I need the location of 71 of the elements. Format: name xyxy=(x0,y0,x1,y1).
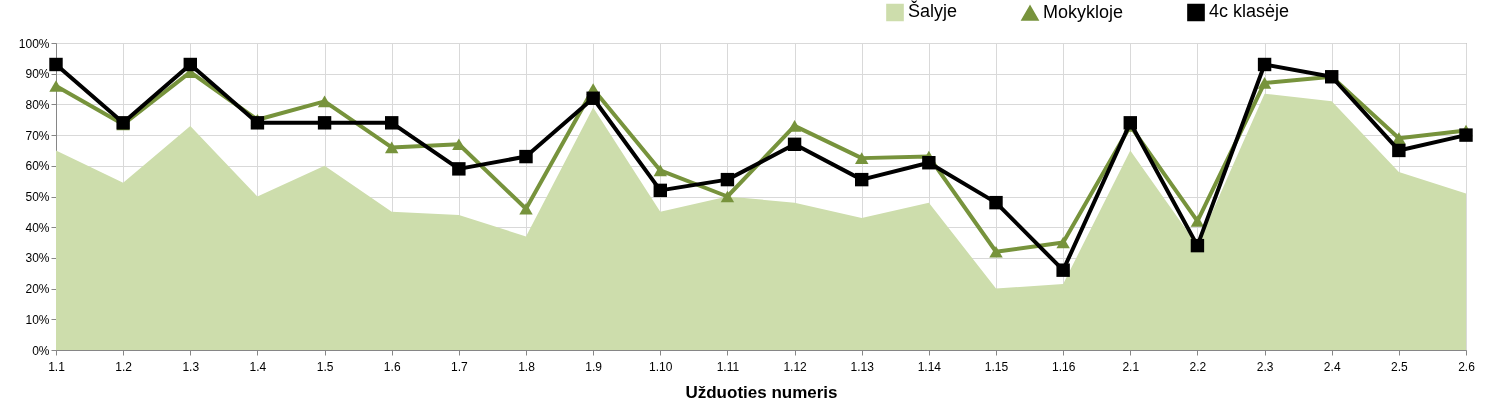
x-tick-label: 1.1 xyxy=(48,359,66,374)
point xyxy=(519,202,533,215)
point xyxy=(1459,128,1473,142)
x-tick-label: 1.5 xyxy=(316,359,334,374)
y-tick-label: 0% xyxy=(32,343,50,358)
x-tick-label: 1.7 xyxy=(451,359,469,374)
point xyxy=(720,190,735,203)
x-tick-label: 2.4 xyxy=(1323,359,1341,374)
point xyxy=(1392,143,1406,158)
point xyxy=(1190,215,1205,227)
x-tick-label: 2.6 xyxy=(1458,359,1476,374)
legend-label: 4c klasėje xyxy=(1209,1,1290,22)
x-tick-label: 2.5 xyxy=(1391,359,1409,374)
point xyxy=(720,172,735,187)
point xyxy=(1257,57,1272,72)
point xyxy=(855,152,869,164)
x-tick-label: 1.10 xyxy=(649,359,673,374)
y-tick-label: 10% xyxy=(25,312,50,327)
point xyxy=(1056,263,1070,277)
point xyxy=(653,164,667,177)
x-tick-label: 1.8 xyxy=(518,359,536,374)
point xyxy=(317,95,332,108)
point xyxy=(385,116,399,130)
point xyxy=(1056,236,1070,249)
point xyxy=(1392,132,1406,144)
point xyxy=(385,141,399,154)
x-tick-label: 1.13 xyxy=(850,359,875,374)
x-tick-label: 1.6 xyxy=(383,359,401,374)
y-tick-label: 100% xyxy=(18,36,50,51)
x-tick-label: 1.16 xyxy=(1051,359,1076,374)
point xyxy=(1123,116,1137,130)
point xyxy=(49,80,63,92)
x-tick-label: 2.3 xyxy=(1256,359,1274,374)
x-tick-label: 1.12 xyxy=(783,359,808,374)
point xyxy=(922,156,936,170)
point xyxy=(1257,77,1272,89)
y-tick-label: 80% xyxy=(25,97,50,112)
y-tick-label: 30% xyxy=(25,251,50,266)
point xyxy=(787,120,802,132)
point xyxy=(250,116,265,130)
x-tick-label: 1.11 xyxy=(716,359,740,374)
point xyxy=(586,91,600,105)
legend-label: Šalyje xyxy=(908,0,958,22)
point xyxy=(989,195,1003,210)
x-axis-title: Užduoties numeris xyxy=(685,382,838,402)
x-tick-label: 1.3 xyxy=(182,359,200,374)
point xyxy=(519,149,533,164)
point xyxy=(855,172,869,187)
y-tick-label: 20% xyxy=(25,282,50,297)
y-tick-label: 40% xyxy=(25,220,50,235)
x-tick-label: 1.4 xyxy=(249,359,267,374)
point xyxy=(1190,238,1205,253)
x-tick-label: 1.14 xyxy=(917,359,942,374)
x-tick-label: 1.15 xyxy=(984,359,1009,374)
point xyxy=(183,57,197,72)
x-tick-label: 1.9 xyxy=(585,359,603,374)
y-tick-label: 50% xyxy=(25,190,50,204)
point xyxy=(452,138,466,151)
x-tick-label: 2.1 xyxy=(1122,359,1140,374)
point xyxy=(49,57,63,72)
y-tick-label: 70% xyxy=(25,128,50,143)
x-tick-label: 1.2 xyxy=(115,359,133,374)
y-tick-label: 60% xyxy=(25,159,50,174)
x-tick-label: 2.2 xyxy=(1189,359,1207,374)
point xyxy=(653,183,667,198)
legend-label: Mokykloje xyxy=(1043,2,1124,23)
point xyxy=(452,162,466,176)
point xyxy=(989,245,1003,258)
point xyxy=(787,137,802,152)
point xyxy=(317,116,332,130)
y-tick-label: 90% xyxy=(25,67,50,82)
